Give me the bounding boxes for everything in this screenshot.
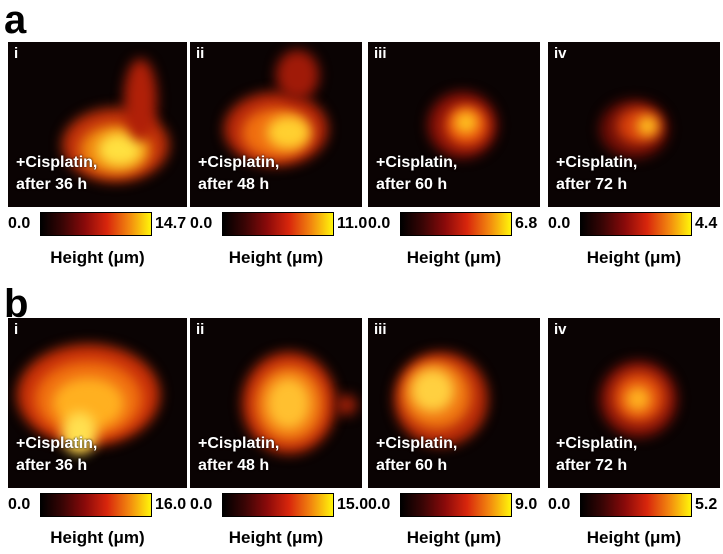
caption-line: after 72 h: [556, 174, 627, 195]
image-index: ii: [196, 45, 204, 62]
micrograph: ii +Cisplatin,after 48 h: [190, 42, 362, 207]
color-bar: [222, 212, 334, 236]
scale-label: Height (μm): [368, 248, 540, 268]
heat-blob: [336, 395, 357, 415]
panel-label: a: [4, 0, 26, 40]
micrograph: i +Cisplatin,after 36 h: [8, 42, 187, 207]
color-bar: [222, 493, 334, 517]
scale-label: Height (μm): [548, 248, 720, 268]
scale-min: 0.0: [190, 212, 212, 236]
scale-max: 4.4: [695, 212, 717, 236]
image-index: ii: [196, 321, 204, 338]
scale-max: 14.7: [155, 212, 186, 236]
scale-min: 0.0: [190, 493, 212, 517]
scale-label: Height (μm): [368, 528, 540, 548]
image-index: iii: [374, 321, 387, 338]
scale-min: 0.0: [368, 212, 390, 236]
scale-max: 11.0: [337, 212, 367, 236]
caption-line: +Cisplatin,: [16, 152, 97, 173]
micrograph: iv +Cisplatin,after 72 h: [548, 42, 720, 207]
image-index: iii: [374, 45, 387, 62]
scale-label: Height (μm): [8, 248, 187, 268]
caption-line: +Cisplatin,: [556, 433, 637, 454]
scale-max: 16.0: [155, 493, 186, 517]
micrograph: ii +Cisplatin,after 48 h: [190, 318, 362, 488]
color-bar: [400, 493, 512, 517]
caption-line: after 60 h: [376, 455, 447, 476]
scale-label: Height (μm): [190, 248, 362, 268]
caption-line: after 48 h: [198, 174, 269, 195]
scale-min: 0.0: [8, 212, 30, 236]
heat-blob: [625, 386, 651, 412]
micrograph: iii +Cisplatin,after 60 h: [368, 42, 540, 207]
image-index: iv: [554, 321, 567, 338]
caption-line: after 60 h: [376, 174, 447, 195]
image-index: i: [14, 321, 18, 338]
scale-min: 0.0: [8, 493, 30, 517]
scale-min: 0.0: [548, 493, 570, 517]
color-bar: [400, 212, 512, 236]
color-bar: [580, 493, 692, 517]
caption-line: +Cisplatin,: [376, 433, 457, 454]
micrograph: i +Cisplatin,after 36 h: [8, 318, 187, 488]
caption-line: +Cisplatin,: [16, 433, 97, 454]
scale-label: Height (μm): [548, 528, 720, 548]
caption-line: +Cisplatin,: [198, 433, 279, 454]
heat-blob: [411, 369, 454, 412]
color-bar: [40, 212, 152, 236]
caption-line: +Cisplatin,: [198, 152, 279, 173]
scale-label: Height (μm): [8, 528, 187, 548]
heat-blob: [276, 50, 319, 100]
scale-min: 0.0: [548, 212, 570, 236]
scale-max: 6.8: [515, 212, 537, 236]
color-bar: [580, 212, 692, 236]
caption-line: after 36 h: [16, 455, 87, 476]
scale-label: Height (μm): [190, 528, 362, 548]
caption-line: after 48 h: [198, 455, 269, 476]
image-index: i: [14, 45, 18, 62]
caption-line: after 72 h: [556, 455, 627, 476]
scale-max: 15.0: [337, 493, 368, 517]
scale-max: 5.2: [695, 493, 717, 517]
image-index: iv: [554, 45, 567, 62]
micrograph: iii +Cisplatin,after 60 h: [368, 318, 540, 488]
scale-min: 0.0: [368, 493, 390, 517]
scale-max: 9.0: [515, 493, 537, 517]
heat-blob: [267, 378, 310, 429]
heat-blob: [124, 59, 156, 142]
figure: ai+Cisplatin,after 36 h0.014.7Height (μm…: [0, 0, 723, 554]
heat-blob: [637, 116, 658, 136]
caption-line: after 36 h: [16, 174, 87, 195]
caption-line: +Cisplatin,: [376, 152, 457, 173]
color-bar: [40, 493, 152, 517]
micrograph: iv +Cisplatin,after 72 h: [548, 318, 720, 488]
caption-line: +Cisplatin,: [556, 152, 637, 173]
